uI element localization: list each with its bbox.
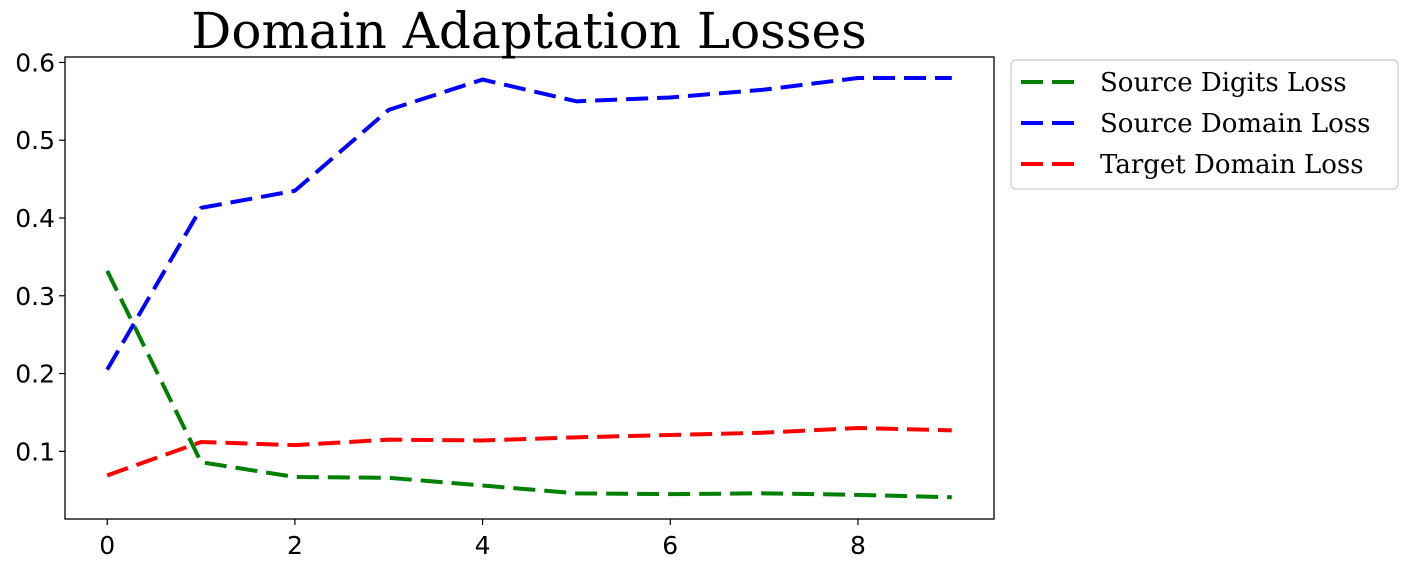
x-tick-label: 0: [99, 531, 115, 560]
y-tick-label: 0.6: [15, 48, 55, 77]
series-lines: [105, 76, 952, 500]
x-tick-label: 4: [475, 531, 491, 560]
x-axis: 0 2 4 6 8: [99, 519, 866, 560]
series-line-source-digits-loss: [105, 270, 952, 500]
y-tick-label: 0.1: [15, 437, 55, 466]
legend: Source Digits Loss Source Domain Loss Targ…: [1010, 59, 1399, 190]
series-line-source-domain-loss: [105, 76, 952, 371]
x-tick-label: 2: [287, 531, 303, 560]
legend-entry-label: Source Domain Loss: [1100, 109, 1370, 139]
x-tick-label: 6: [662, 531, 678, 560]
y-axis: 0.1 0.2 0.3 0.4 0.5 0.6: [15, 48, 65, 466]
y-tick-label: 0.4: [15, 204, 55, 233]
legend-frame: [1010, 59, 1399, 190]
y-tick-label: 0.5: [15, 126, 55, 155]
chart-title: Domain Adaptation Losses: [191, 2, 867, 60]
y-tick-label: 0.2: [15, 360, 55, 389]
y-tick-label: 0.3: [15, 282, 55, 311]
series-line-target-domain-loss: [106, 426, 952, 478]
x-tick-label: 8: [850, 531, 866, 560]
legend-entry-label: Target Domain Loss: [1100, 150, 1364, 180]
plot-frame: [64, 56, 995, 520]
legend-entry-label: Source Digits Loss: [1100, 68, 1347, 98]
